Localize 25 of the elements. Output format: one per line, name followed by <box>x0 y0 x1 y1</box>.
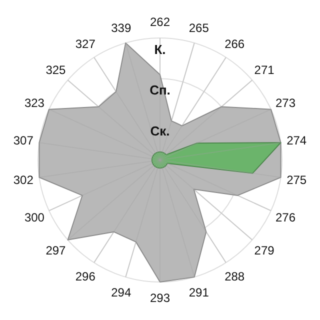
spoke-label: 291 <box>188 286 210 300</box>
spoke-label: 275 <box>286 172 307 187</box>
spoke-label: 293 <box>150 291 170 306</box>
spoke-label: 307 <box>13 134 34 148</box>
y-tick-label: Сп. <box>150 82 170 98</box>
spoke-label: 339 <box>111 20 132 35</box>
spoke-label: 325 <box>46 62 66 77</box>
spoke-label: 266 <box>224 37 245 52</box>
spoke-label: 294 <box>111 286 132 300</box>
spoke-label: 279 <box>254 244 275 258</box>
spoke-label: 296 <box>75 269 96 284</box>
spoke-label: 288 <box>224 269 245 284</box>
y-tick-label: К. <box>154 42 166 57</box>
spoke-label: 276 <box>276 210 296 225</box>
spoke-label: 327 <box>75 37 96 52</box>
spoke-label: 297 <box>46 244 66 258</box>
spoke-label: 302 <box>13 172 34 187</box>
spoke-label: 300 <box>24 210 45 225</box>
spoke-label: 271 <box>254 62 275 77</box>
y-tick-label: Ск. <box>150 123 170 138</box>
spoke-label: 273 <box>276 96 296 110</box>
spoke-label: 265 <box>188 20 210 35</box>
spoke-label: 274 <box>286 134 307 148</box>
spoke-label: 323 <box>24 96 45 110</box>
spoke-label: 262 <box>150 15 170 30</box>
